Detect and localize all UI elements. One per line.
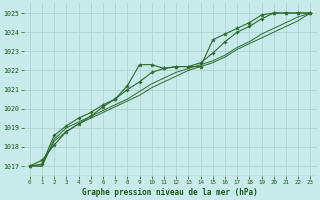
X-axis label: Graphe pression niveau de la mer (hPa): Graphe pression niveau de la mer (hPa) xyxy=(82,188,258,197)
